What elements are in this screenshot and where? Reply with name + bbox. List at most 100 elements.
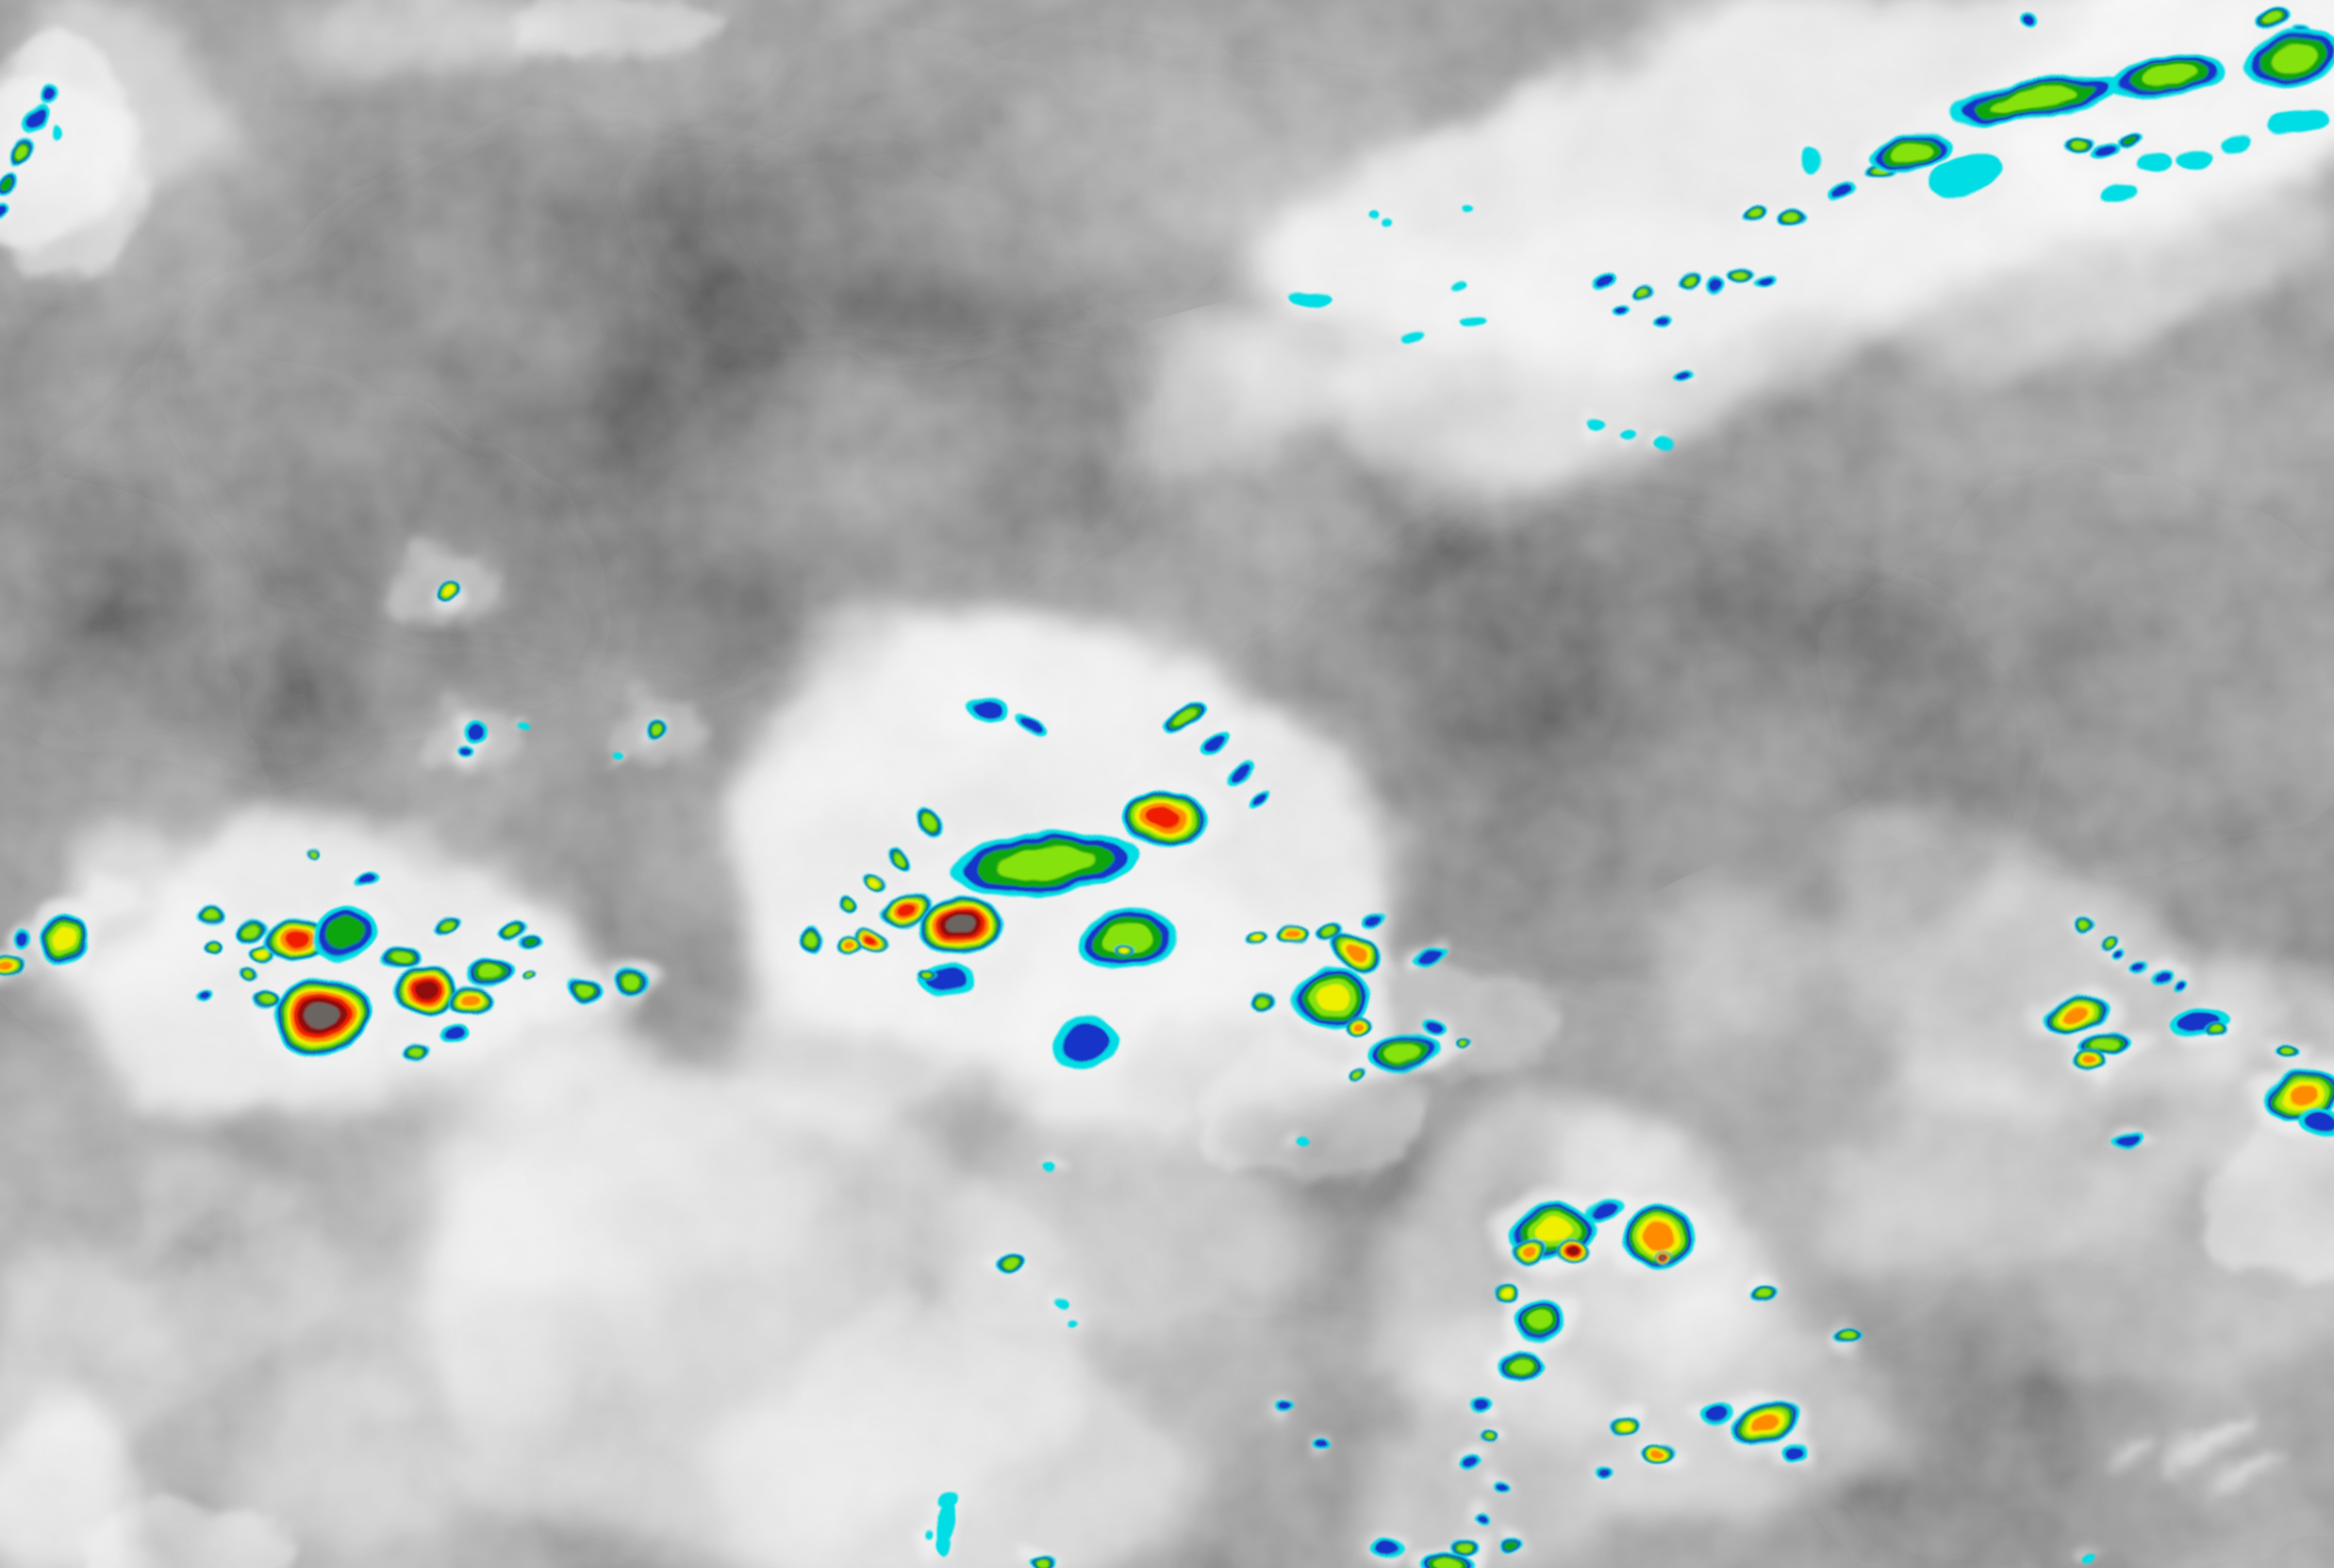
storm-cell xyxy=(12,929,29,949)
storm-cell-level-orange xyxy=(463,994,480,1007)
storm-cell-level-bright-green xyxy=(1035,1557,1050,1566)
storm-cell xyxy=(520,934,542,949)
storm-cell-level-blue xyxy=(1207,735,1230,754)
storm-cell xyxy=(1252,995,1277,1012)
storm-cell-level-blue xyxy=(1249,791,1266,804)
storm-cell-level-cyan xyxy=(2136,152,2172,173)
storm-cell-level-bright-green xyxy=(527,975,535,981)
storm-cell xyxy=(1494,1281,1518,1302)
storm-cell-level-bright-green xyxy=(14,145,27,160)
storm-cell-level-bright-green xyxy=(2140,65,2198,90)
storm-cell-level-blue xyxy=(1465,1458,1480,1467)
storm-cell-level-blue xyxy=(1597,1467,1610,1477)
storm-cell xyxy=(1744,205,1768,222)
storm-cell-level-yellow xyxy=(53,927,74,951)
storm-cell xyxy=(914,968,935,982)
storm-cell xyxy=(1677,275,1701,292)
storm-cell xyxy=(935,1502,956,1543)
storm-cell xyxy=(1468,1397,1489,1412)
storm-cell xyxy=(1414,945,1446,964)
storm-cell-level-bright-green xyxy=(2105,939,2114,947)
storm-cell-level-cyan xyxy=(516,723,527,731)
storm-cell-level-blue xyxy=(1017,718,1037,734)
storm-cell-level-bright-green xyxy=(1749,208,1763,218)
storm-cell xyxy=(1652,437,1671,450)
storm-cell-level-yellow xyxy=(1500,1287,1512,1296)
storm-cell xyxy=(41,914,86,965)
storm-cell xyxy=(250,946,274,965)
storm-cell xyxy=(0,204,8,221)
storm-cell-level-orange xyxy=(1287,931,1300,938)
storm-cell-level-bright-green xyxy=(807,932,819,947)
storm-cell-level-bright-green xyxy=(2269,44,2318,73)
storm-cell xyxy=(40,85,58,106)
storm-cell xyxy=(1245,930,1269,945)
storm-cell xyxy=(922,1530,932,1538)
storm-cell-level-dark-red xyxy=(414,981,439,999)
storm-cell-level-bright-green xyxy=(998,847,1092,881)
storm-cell-level-blue xyxy=(1231,765,1251,782)
storm-cell xyxy=(2267,108,2327,135)
storm-cell xyxy=(252,992,276,1009)
storm-cell xyxy=(883,892,934,928)
storm-cell-level-cyan xyxy=(935,1502,956,1543)
storm-cell xyxy=(403,1044,433,1061)
storm-cell-level-orange xyxy=(1345,945,1367,960)
storm-cell xyxy=(1296,1133,1307,1143)
storm-cell-level-blue xyxy=(2173,982,2186,991)
storm-cell-level-green xyxy=(1505,1538,1518,1547)
storm-cell xyxy=(1382,220,1394,227)
storm-cell xyxy=(442,1024,469,1043)
storm-cell xyxy=(1781,1444,1808,1462)
storm-cell xyxy=(52,125,61,139)
storm-cell xyxy=(2114,948,2127,959)
storm-cell-level-bright-green xyxy=(203,913,216,922)
storm-cell-level-bright-green xyxy=(1840,1334,1853,1344)
storm-cell-level-orange xyxy=(1351,1024,1365,1033)
storm-cell-level-cyan xyxy=(613,752,624,760)
storm-cell xyxy=(1012,716,1042,736)
storm-cell-level-blue xyxy=(1757,273,1772,285)
storm-cell-level-cyan xyxy=(922,1530,932,1538)
storm-cell xyxy=(2113,1131,2142,1146)
storm-cell-level-blue xyxy=(42,88,56,103)
storm-cell xyxy=(0,173,19,197)
storm-cell-level-cyan xyxy=(1054,1298,1068,1308)
storm-cell xyxy=(0,955,26,976)
storm-cell-level-blue xyxy=(974,700,1002,718)
storm-cell xyxy=(1871,132,1950,172)
storm-cell xyxy=(196,909,223,926)
storm-cell-level-bright-green xyxy=(1460,1543,1475,1552)
storm-cell xyxy=(1202,732,1234,758)
storm-cell xyxy=(1926,152,2001,199)
storm-cell-level-blue xyxy=(1785,1445,1804,1461)
storm-cell-level-cyan xyxy=(935,1533,951,1556)
storm-cell xyxy=(499,917,529,938)
storm-cell xyxy=(2111,53,2227,102)
storm-cell xyxy=(1246,788,1268,807)
storm-cell xyxy=(1512,1301,1566,1345)
storm-cell xyxy=(1460,205,1471,212)
storm-cell xyxy=(1679,367,1697,380)
storm-cell-level-red xyxy=(1149,807,1181,830)
storm-cell-level-orange xyxy=(2063,1008,2092,1023)
storm-cell-level-cyan xyxy=(1652,437,1671,450)
storm-cell xyxy=(202,941,221,956)
storm-cell-level-blue xyxy=(200,992,211,1001)
storm-cell-level-bright-green xyxy=(1525,1312,1553,1334)
storm-cell-level-cyan xyxy=(2083,1551,2094,1560)
storm-cell xyxy=(2298,1107,2334,1135)
storm-cell xyxy=(2136,152,2172,173)
storm-cell xyxy=(393,965,459,1015)
storm-cell xyxy=(1349,1069,1366,1081)
storm-cell-level-bright-green xyxy=(2078,919,2090,929)
storm-cells xyxy=(0,8,2334,1568)
storm-cell-level-bright-green xyxy=(207,945,216,952)
storm-cell-level-yellow xyxy=(1117,948,1127,955)
storm-cell-level-bright-green xyxy=(1757,1288,1770,1297)
storm-cell xyxy=(565,976,604,1004)
storm-cell-level-bright-green xyxy=(1458,1039,1465,1045)
storm-cell-level-orange xyxy=(0,961,16,970)
storm-cell-level-yellow xyxy=(257,950,268,960)
